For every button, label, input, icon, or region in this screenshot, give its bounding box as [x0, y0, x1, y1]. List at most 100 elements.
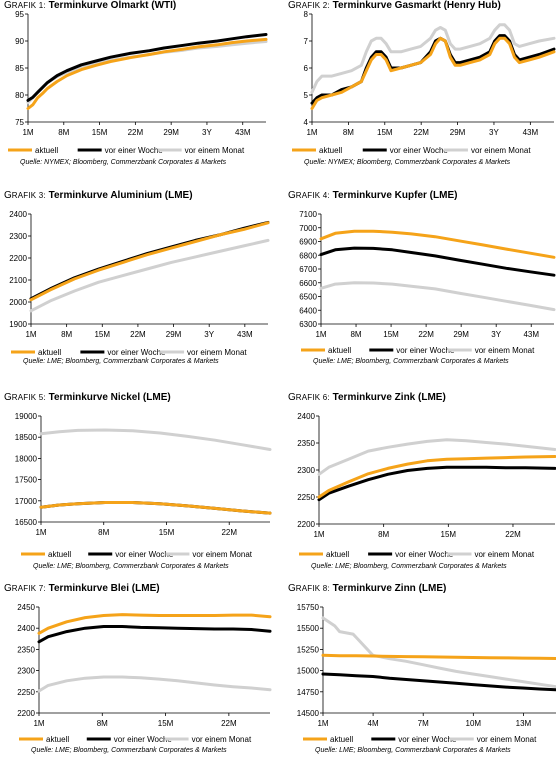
x-tick-label: 10M: [466, 719, 482, 728]
x-tick-label: 22M: [128, 128, 144, 137]
series-line-vor-einem-monat: [39, 428, 272, 451]
y-tick-label: 2200: [297, 520, 315, 529]
chart-title: GRAFIK 7: Terminkurve Blei (LME): [4, 583, 160, 594]
chart-svg: 1900 2000 2100 2200 2300 2400 1M 8M 15M 22M 29M 3Y 4…: [9, 210, 270, 357]
y-tick-label: 18000: [15, 454, 38, 463]
x-tick-label: 8M: [97, 719, 108, 728]
chart-number-label: GRAFIK 5:: [4, 392, 46, 403]
legend-label: vor einer Woche: [398, 735, 457, 744]
y-tick-label: 2350: [17, 645, 35, 654]
y-tick-label: 2300: [297, 466, 315, 475]
chart-source: Quelle: LME; Bloomberg, Commerzbank Corp…: [311, 563, 507, 570]
legend-label: vor einem Monat: [471, 146, 531, 155]
y-tick-label: 85: [15, 64, 24, 73]
chart-title: GRAFIK 4: Terminkurve Kupfer (LME): [288, 190, 457, 201]
chart-number-rest: RAFIK 3:: [11, 191, 46, 200]
series-line-vor-einem-monat: [310, 23, 556, 94]
chart-number-label: GRAFIK 8:: [288, 583, 330, 594]
x-tick-label: 1M: [22, 128, 33, 137]
chart-title-text: Terminkurve Olmarkt (WTI): [48, 0, 177, 11]
series-line-vor-einer-woche: [317, 465, 556, 502]
chart-number-rest: RAFIK 1:: [11, 1, 46, 10]
chart-svg: 6300 6400 6500 6600 6700 6800 6900 7000 7100 1M 8M…: [299, 210, 556, 355]
y-tick-label: 75: [15, 118, 24, 127]
x-tick-label: 29M: [453, 330, 469, 339]
y-tick-label: 95: [15, 10, 24, 19]
chart-panel-5: GRAFIK 5: Terminkurve Nickel (LME) 16500 1…: [4, 392, 272, 582]
chart-panel-8: GRAFIK 8: Terminkurve Zinn (LME) 14500 147…: [288, 583, 556, 761]
series-line-vor-einer-woche: [321, 672, 556, 692]
series-line-vor-einem-monat: [319, 281, 556, 312]
legend-label: vor einer Woche: [105, 146, 164, 155]
y-tick-label: 90: [15, 37, 24, 46]
x-tick-label: 29M: [166, 330, 182, 339]
x-tick-label: 22M: [418, 330, 434, 339]
x-tick-label: 15M: [158, 719, 174, 728]
x-tick-label: 3Y: [204, 330, 214, 339]
chart-number-rest: RAFIK 7:: [11, 584, 46, 593]
y-tick-label: 7: [304, 37, 309, 46]
chart-panel-3: GRAFIK 3: Terminkurve Aluminium (LME) 190…: [4, 190, 270, 380]
chart-number-rest: RAFIK 2:: [295, 1, 330, 10]
y-tick-label: 15000: [297, 667, 320, 676]
series-line-vor-einem-monat: [321, 616, 556, 689]
legend-label: aktuell: [35, 146, 58, 155]
legend-label: aktuell: [326, 550, 349, 559]
legend-label: vor einer Woche: [395, 550, 454, 559]
legend-label: vor einer Woche: [396, 346, 455, 355]
y-tick-label: 2250: [17, 688, 35, 697]
series-line-vor-einem-monat: [37, 675, 272, 693]
y-tick-label: 2400: [297, 412, 315, 421]
chart-number-initial: G: [288, 0, 296, 11]
y-tick-label: 15250: [297, 645, 320, 654]
y-tick-label: 2000: [9, 298, 27, 307]
y-tick-label: 2200: [9, 254, 27, 263]
series-line-vor-einer-woche: [26, 33, 268, 102]
y-tick-label: 6600: [299, 279, 317, 288]
y-tick-label: 2300: [9, 232, 27, 241]
series-line-aktuell: [26, 37, 268, 110]
chart-svg: 16500 17000 17500 18000 18500 19000 1M 8M 15M 22M…: [15, 412, 272, 559]
legend-label: vor einer Woche: [114, 735, 173, 744]
y-tick-label: 15500: [297, 624, 320, 633]
x-tick-label: 15M: [377, 128, 393, 137]
y-tick-label: 17500: [15, 476, 38, 485]
y-tick-label: 6: [304, 64, 309, 73]
legend-label: aktuell: [319, 146, 342, 155]
x-tick-label: 1M: [33, 719, 44, 728]
x-tick-label: 43M: [237, 330, 253, 339]
y-tick-label: 14500: [297, 709, 320, 718]
legend-label: vor einem Monat: [187, 348, 247, 357]
x-tick-label: 1M: [25, 330, 36, 339]
x-tick-label: 8M: [98, 528, 109, 537]
series-line-aktuell: [319, 229, 556, 259]
y-tick-label: 2350: [297, 439, 315, 448]
chart-title: GRAFIK 1: Terminkurve Olmarkt (WTI): [4, 0, 176, 11]
chart-title: GRAFIK 2: Terminkurve Gasmarkt (Henry Hu…: [288, 0, 501, 11]
x-tick-label: 1M: [306, 128, 317, 137]
y-tick-label: 80: [15, 91, 24, 100]
x-tick-label: 29M: [450, 128, 466, 137]
chart-number-rest: RAFIK 6:: [295, 393, 330, 402]
x-tick-label: 1M: [313, 530, 324, 539]
x-tick-label: 8M: [61, 330, 72, 339]
x-tick-label: 15M: [441, 530, 457, 539]
chart-source: Quelle: LME; Bloomberg, Commerzbank Corp…: [23, 358, 219, 365]
chart-title: GRAFIK 5: Terminkurve Nickel (LME): [4, 392, 171, 403]
chart-number-rest: RAFIK 4:: [295, 191, 330, 200]
x-tick-label: 13M: [516, 719, 532, 728]
y-tick-label: 15750: [297, 603, 320, 612]
x-tick-label: 15M: [92, 128, 108, 137]
x-tick-label: 3Y: [491, 330, 501, 339]
chart-source: Quelle: LME; Bloomberg, Commerzbank Corp…: [315, 747, 511, 754]
x-tick-label: 8M: [378, 530, 389, 539]
series-line-vor-einer-woche: [37, 625, 272, 644]
chart-source: Quelle: LME; Bloomberg, Commerzbank Corp…: [313, 358, 509, 365]
y-tick-label: 6500: [299, 293, 317, 302]
x-tick-label: 22M: [221, 719, 237, 728]
legend-label: aktuell: [48, 550, 71, 559]
chart-panel-1: GRAFIK 1: Terminkurve Olmarkt (WTI) 75 80 8…: [4, 0, 270, 184]
chart-source: Quelle: NYMEX; Bloomberg, Commerzbank Co…: [304, 159, 511, 166]
legend-label: vor einem Monat: [474, 550, 534, 559]
chart-svg: 14500 14750 15000 15250 15500 15750 1M 4M 7M 10M 1…: [297, 603, 556, 744]
